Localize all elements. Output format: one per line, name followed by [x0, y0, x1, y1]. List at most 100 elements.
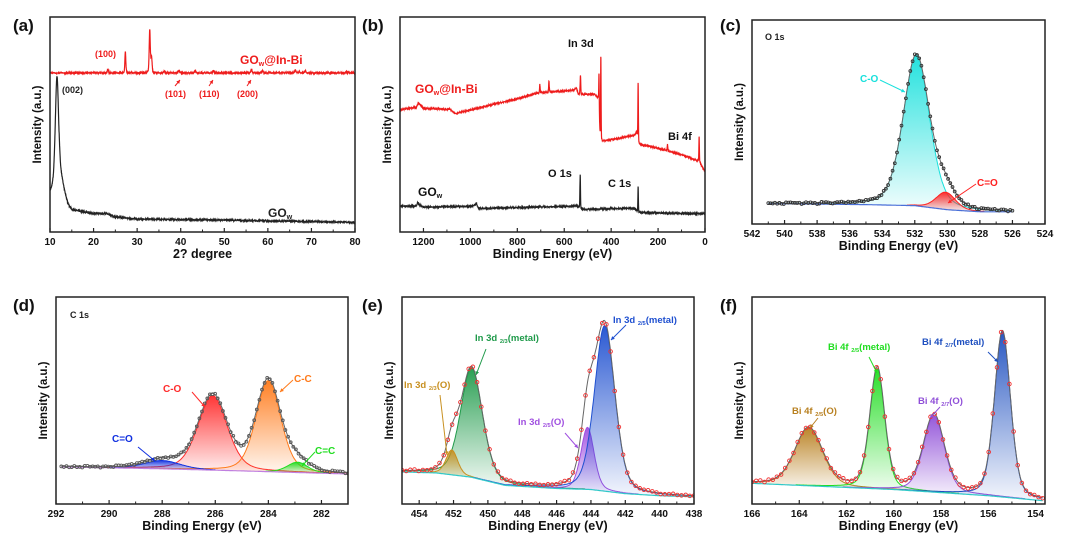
x-tick-label: 526 [1004, 229, 1021, 240]
data-point [882, 414, 888, 419]
annotation-suffix: (metal) [646, 315, 677, 326]
annotation-label: Bi 4f 2/5(O) [792, 406, 837, 418]
data-point [857, 469, 863, 475]
annotation-subscript: w [258, 59, 265, 68]
annotation-label: (110) [199, 89, 220, 99]
arrowhead-icon [280, 388, 284, 392]
data-point [781, 202, 786, 206]
x-tick-label: 1200 [412, 237, 435, 248]
data-point [654, 490, 659, 495]
data-point [262, 381, 267, 385]
data-point [462, 382, 467, 387]
data-point [932, 138, 937, 143]
data-point [541, 482, 547, 488]
data-point [228, 430, 233, 434]
annotation-text: Bi 4f [922, 337, 945, 348]
data-point [899, 123, 904, 128]
arrowhead-icon [209, 80, 213, 84]
data-point [208, 392, 212, 397]
data-point [641, 487, 647, 493]
annotation-label: In 3d 2/3(O) [404, 380, 450, 392]
data-point [992, 207, 997, 211]
data-point [192, 430, 197, 435]
x-tick-label: 292 [48, 509, 65, 520]
data-point [897, 137, 902, 142]
data-point [205, 396, 210, 401]
annotation-label: O 1s [548, 168, 572, 180]
data-point [583, 393, 588, 398]
data-point [912, 52, 917, 57]
annotation-text: C=O [112, 434, 133, 445]
data-point [762, 479, 767, 485]
annotation-label: (002) [62, 85, 83, 95]
data-point [59, 464, 64, 469]
data-point [254, 407, 259, 412]
x-tick-label: 290 [101, 509, 118, 520]
data-point [524, 480, 530, 486]
data-point [841, 476, 846, 481]
data-point [953, 475, 958, 480]
x-tick-label: 162 [838, 509, 855, 520]
data-point [491, 462, 497, 467]
data-point [599, 320, 605, 326]
panel-d: 292 290 288 286 284 282 Binding Energy (eV) Int… [13, 296, 349, 533]
x-tick-label: 164 [791, 509, 808, 520]
data-point [965, 486, 971, 491]
x-tick-label: 160 [885, 509, 902, 520]
data-point [926, 102, 930, 106]
data-point [1019, 480, 1025, 486]
component-fill-2 [842, 415, 1026, 500]
data-point [283, 428, 288, 432]
annotation-suffix: (metal) [508, 333, 539, 344]
arrowhead-icon [873, 369, 878, 373]
data-point [231, 433, 236, 438]
annotation-suffix: (O) [551, 417, 565, 428]
data-point [816, 437, 821, 443]
data-point [870, 197, 875, 201]
data-point [260, 387, 264, 392]
annotation-text: C-O [860, 74, 879, 85]
annotation-text: In 3d [518, 417, 543, 428]
data-point [940, 437, 946, 442]
plot-area [752, 329, 1045, 502]
data-point [82, 464, 87, 468]
data-point [758, 478, 763, 483]
data-point [981, 206, 986, 211]
x-tick-label: 452 [445, 509, 462, 520]
x-tick-label: 438 [686, 509, 703, 520]
data-point [579, 427, 584, 432]
data-point [301, 456, 306, 461]
annotation-subscript: w [436, 191, 443, 200]
data-point [424, 467, 430, 473]
annotation-label: Bi 4f 2/7(O) [918, 396, 963, 408]
data-point [924, 429, 929, 435]
x-tick-label: 20 [88, 237, 100, 248]
data-point [247, 434, 251, 438]
data-point [679, 493, 684, 498]
data-point [675, 492, 680, 498]
data-point [870, 388, 875, 394]
arrowhead-icon [611, 336, 615, 340]
data-point [768, 201, 773, 206]
annotation-subscript: 2/3 [500, 339, 508, 345]
data-point [890, 168, 895, 173]
data-point [799, 430, 805, 436]
annotation-text: (100) [95, 49, 116, 59]
data-point [836, 474, 842, 479]
annotation-subscript: w [286, 212, 293, 221]
plot-area [766, 52, 1015, 214]
x-tick-label: 448 [514, 509, 531, 520]
component-fill-3 [265, 462, 330, 474]
data-point [296, 451, 301, 456]
y-axis-label: Intensity (a.u.) [734, 83, 746, 161]
data-point [280, 418, 285, 423]
data-point [881, 189, 886, 193]
annotation-text: (101) [165, 89, 186, 99]
annotation-arrow [439, 394, 448, 456]
data-point [608, 349, 613, 354]
background-line [402, 471, 694, 498]
data-point [449, 422, 455, 427]
data-point [470, 364, 476, 370]
annotation-text: GO [415, 82, 434, 96]
